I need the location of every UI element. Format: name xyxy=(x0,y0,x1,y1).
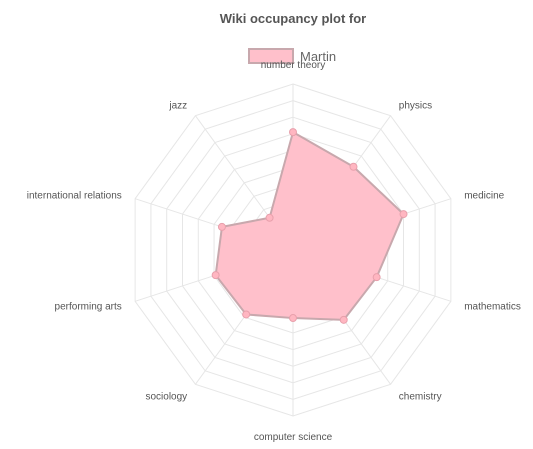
axis-label: medicine xyxy=(464,190,504,201)
axis-label: physics xyxy=(399,100,432,111)
axis-label: performing arts xyxy=(55,302,122,313)
data-point[interactable] xyxy=(266,214,273,221)
data-point[interactable] xyxy=(340,316,347,323)
axis-label: chemistry xyxy=(399,392,442,403)
axis-label: international relations xyxy=(27,190,122,201)
series-area xyxy=(216,132,404,320)
data-point[interactable] xyxy=(243,311,250,318)
axis-label: number theory xyxy=(261,60,325,71)
axis-label: jazz xyxy=(168,100,187,111)
axis-label: computer science xyxy=(254,432,333,443)
data-point[interactable] xyxy=(212,272,219,279)
chart-title: Wiki occupancy plot for xyxy=(220,11,367,26)
data-point[interactable] xyxy=(290,129,297,136)
data-point[interactable] xyxy=(400,211,407,218)
data-point[interactable] xyxy=(290,315,297,322)
axis-label: mathematics xyxy=(464,302,521,313)
data-point[interactable] xyxy=(373,274,380,281)
axis-label: sociology xyxy=(145,392,187,403)
data-point[interactable] xyxy=(350,163,357,170)
data-point[interactable] xyxy=(218,223,225,230)
